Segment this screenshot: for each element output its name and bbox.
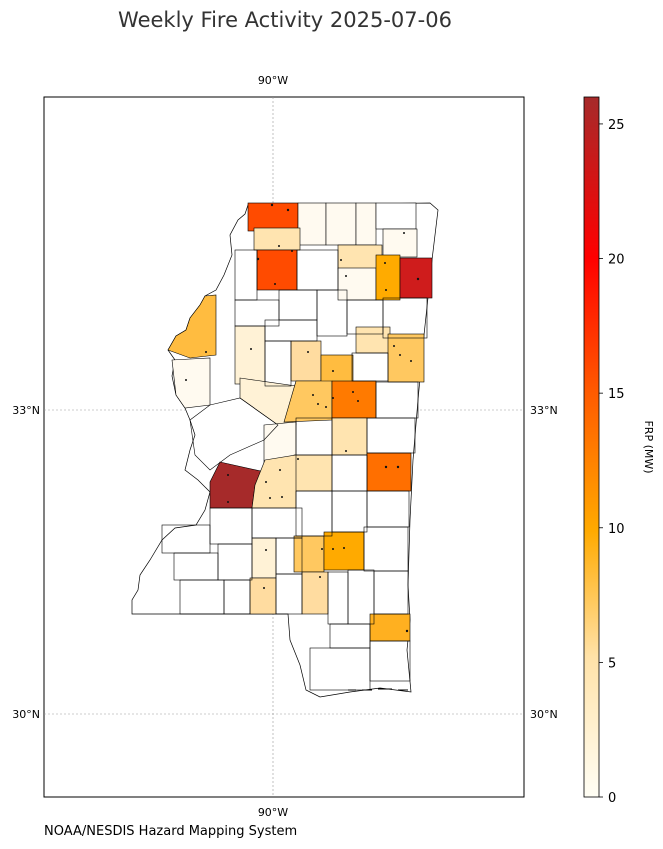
county xyxy=(323,531,365,571)
county xyxy=(375,202,417,230)
lon-label-bottom: 90°W xyxy=(258,806,288,819)
colorbar-tick-label: 0 xyxy=(608,791,616,806)
fire-detections xyxy=(185,203,420,633)
county xyxy=(355,326,391,354)
county xyxy=(382,228,418,258)
county xyxy=(337,267,377,301)
county xyxy=(234,325,266,385)
lat-label-left-30: 30°N xyxy=(12,708,40,721)
colorbar-tick-label: 10 xyxy=(608,522,625,537)
county xyxy=(387,333,425,383)
county xyxy=(290,340,322,382)
county xyxy=(301,571,329,615)
lat-label-right-33: 33°N xyxy=(530,404,558,417)
county xyxy=(337,244,383,270)
lat-label-right-30: 30°N xyxy=(530,708,558,721)
county xyxy=(331,417,368,456)
colorbar-label: FRP (MW) xyxy=(642,420,655,473)
county xyxy=(355,202,377,246)
county xyxy=(375,254,401,301)
colorbar xyxy=(583,96,600,798)
colorbar-tick-label: 20 xyxy=(608,253,625,268)
lon-label-top: 90°W xyxy=(258,74,288,87)
county-layer xyxy=(161,202,433,691)
colorbar-tick-label: 5 xyxy=(608,656,616,671)
colorbar-tick-label: 25 xyxy=(608,118,625,133)
county xyxy=(249,577,277,615)
county xyxy=(369,613,411,642)
colorbar-ticks: 0 5 10 15 20 25 xyxy=(599,118,625,806)
county xyxy=(331,380,377,419)
county xyxy=(167,294,217,359)
coastal-islands xyxy=(348,688,408,691)
county xyxy=(325,202,357,246)
figure-title: Weekly Fire Activity 2025-07-06 xyxy=(118,8,452,32)
county xyxy=(247,202,299,232)
county xyxy=(251,537,277,579)
county xyxy=(256,249,298,291)
county xyxy=(297,202,327,246)
county xyxy=(366,452,412,492)
colorbar-tick-label: 15 xyxy=(608,387,625,402)
lat-label-left-33: 33°N xyxy=(12,404,40,417)
county xyxy=(253,227,301,251)
county xyxy=(293,454,333,492)
county xyxy=(171,357,211,409)
county xyxy=(399,257,433,299)
county xyxy=(293,535,325,573)
data-credit: NOAA/NESDIS Hazard Mapping System xyxy=(44,824,297,839)
